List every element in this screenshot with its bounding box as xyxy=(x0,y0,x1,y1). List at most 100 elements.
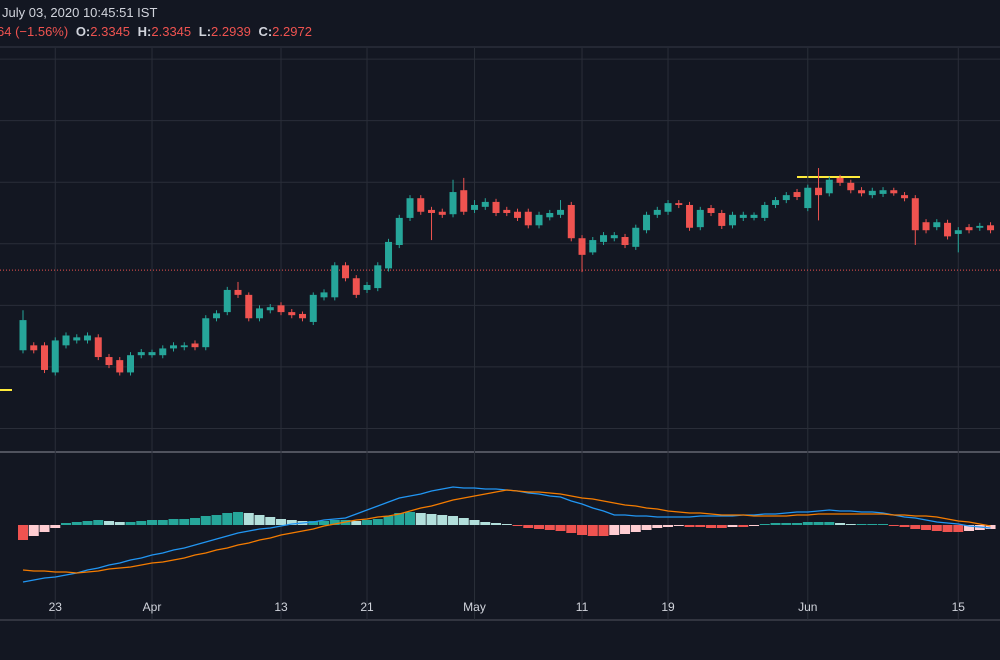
candle-body xyxy=(503,209,511,213)
candle-body xyxy=(954,230,962,234)
candle-body xyxy=(933,222,941,228)
candle-body xyxy=(707,208,715,213)
candle-body xyxy=(170,345,178,349)
histogram-bar xyxy=(501,524,512,525)
histogram-bar xyxy=(964,525,975,531)
histogram-bar xyxy=(28,525,39,536)
candle-body xyxy=(492,201,500,213)
histogram-bar xyxy=(953,525,964,532)
candle-body xyxy=(643,214,651,231)
candle-body xyxy=(73,337,81,341)
histogram-bar xyxy=(555,525,566,531)
grid xyxy=(0,48,1000,620)
candle-body xyxy=(471,204,479,210)
candle-body xyxy=(41,345,49,370)
candle-body xyxy=(976,225,984,228)
candle-body xyxy=(922,222,930,231)
histogram-bar xyxy=(458,518,469,525)
histogram-bar xyxy=(695,525,706,527)
histogram-bar xyxy=(598,525,609,536)
candle-body xyxy=(524,211,532,226)
histogram-bar xyxy=(469,520,480,525)
candle-body xyxy=(406,198,414,218)
candle-body xyxy=(374,265,382,289)
histogram-bar xyxy=(61,523,72,525)
candle-body xyxy=(202,318,210,348)
histogram-bar xyxy=(738,525,749,527)
candle-body xyxy=(213,313,221,319)
candle-body xyxy=(277,305,285,313)
candle-body xyxy=(535,214,543,226)
marks xyxy=(0,168,1000,583)
candle-body xyxy=(363,285,371,290)
histogram-bar xyxy=(276,519,287,525)
candle-body xyxy=(675,203,683,205)
x-tick-label: 19 xyxy=(661,600,675,614)
candle-body xyxy=(589,240,597,253)
histogram-bar xyxy=(319,521,330,525)
candle-body xyxy=(911,198,919,231)
histogram-bar xyxy=(265,517,276,525)
x-tick-label: Jun xyxy=(798,600,817,614)
candle-body xyxy=(578,238,586,255)
histogram-bar xyxy=(759,524,770,525)
histogram-bar xyxy=(372,519,383,525)
histogram-bar xyxy=(523,525,534,528)
candle-body xyxy=(460,190,468,212)
change: 64 (−1.56%) xyxy=(0,24,69,39)
histogram-bar xyxy=(985,525,996,529)
histogram-bar xyxy=(394,513,405,525)
histogram-bar xyxy=(673,525,684,526)
candle-body xyxy=(137,352,145,356)
histogram-bar xyxy=(566,525,577,533)
histogram-bar xyxy=(18,525,29,540)
candle-body xyxy=(610,235,618,239)
histogram-bar xyxy=(362,520,373,525)
candle-body xyxy=(159,348,167,356)
candle-body xyxy=(782,195,790,201)
histogram-bar xyxy=(620,525,631,534)
ohlc-value: 2.3345 xyxy=(90,24,131,39)
histogram-bar xyxy=(480,522,491,525)
candle-body xyxy=(653,209,661,215)
histogram-bar xyxy=(71,522,82,525)
candle-body xyxy=(449,192,457,215)
candle-body xyxy=(761,204,769,218)
histogram-bar xyxy=(222,513,233,525)
histogram-bar xyxy=(942,525,953,532)
candle-body xyxy=(148,352,156,356)
candle-body xyxy=(438,211,446,215)
histogram-bar xyxy=(50,525,61,528)
histogram-bar xyxy=(792,523,803,525)
histogram-bar xyxy=(415,513,426,525)
candle-body xyxy=(19,320,27,351)
candle-body xyxy=(191,343,199,348)
macd-line xyxy=(22,489,991,574)
histogram-bar xyxy=(308,521,319,525)
candle-body xyxy=(428,209,436,213)
histogram-bar xyxy=(211,515,222,525)
histogram-bar xyxy=(706,525,717,528)
histogram-bar xyxy=(899,525,910,527)
x-tick-label: May xyxy=(463,600,486,614)
histogram-bar xyxy=(39,525,50,532)
candle-body xyxy=(718,212,726,226)
x-tick-label: 13 xyxy=(274,600,288,614)
candle-body xyxy=(116,360,124,373)
candle-body xyxy=(664,203,672,212)
histogram-bar xyxy=(856,524,867,525)
candle-body xyxy=(793,192,801,197)
histogram-bar xyxy=(286,520,297,525)
candle-body xyxy=(750,214,758,218)
x-tick-label: 21 xyxy=(360,600,374,614)
candle-body xyxy=(686,204,694,228)
candle-body xyxy=(288,312,296,316)
histogram-bar xyxy=(813,522,824,525)
candle-body xyxy=(342,265,350,279)
histogram-bar xyxy=(663,525,674,527)
x-tick-label: Apr xyxy=(143,600,162,614)
histogram-bar xyxy=(684,525,695,527)
histogram-bar xyxy=(437,515,448,525)
candle-body xyxy=(987,225,995,231)
bottom-strip xyxy=(0,620,1000,660)
